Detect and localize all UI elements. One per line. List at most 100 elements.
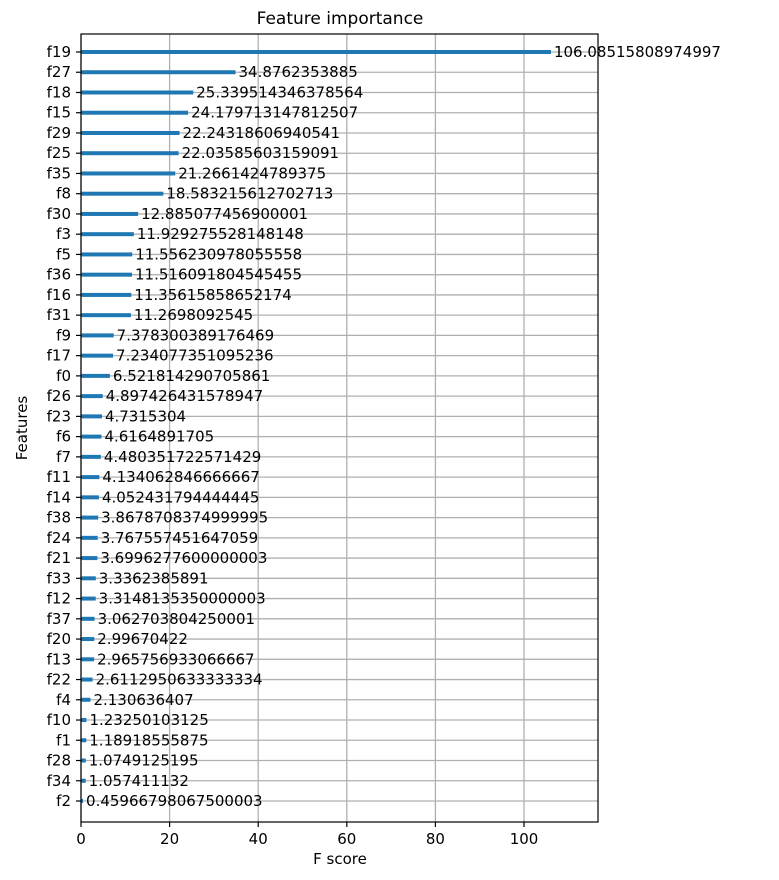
y-tick-label-f3: f3 [56, 225, 71, 243]
x-tick-label: 60 [337, 830, 356, 848]
data-label-f30: 12.885077456900001 [141, 205, 308, 223]
bar-f2 [81, 799, 84, 803]
bar-f35 [81, 171, 176, 176]
data-label-f2: 0.45966798067500003 [86, 792, 263, 810]
y-tick-label-f33: f33 [47, 569, 71, 587]
data-label-f4: 2.130636407 [93, 691, 193, 709]
y-tick-label-f16: f16 [47, 286, 71, 304]
data-label-f14: 4.052431794444445 [102, 488, 259, 506]
y-tick-label-f6: f6 [56, 428, 71, 446]
bar-f17 [81, 353, 114, 358]
data-label-f28: 1.0749125195 [89, 752, 199, 770]
bar-f38 [81, 515, 99, 520]
plot-frame [80, 33, 599, 823]
data-label-f7: 4.480351722571429 [104, 448, 261, 466]
data-label-f20: 2.99670422 [97, 630, 188, 648]
y-tick-label-f19: f19 [47, 43, 71, 61]
bar-f15 [81, 110, 189, 115]
data-label-f6: 4.6164891705 [104, 428, 214, 446]
bars [81, 50, 551, 803]
y-tick-label-f29: f29 [47, 124, 71, 142]
data-label-f19: 106.08515808974997 [554, 43, 721, 61]
y-tick-label-f11: f11 [47, 468, 71, 486]
chart-title: Feature importance [257, 9, 424, 29]
data-label-f15: 24.179713147812507 [191, 104, 358, 122]
bar-f5 [81, 252, 133, 257]
y-tick-label-f26: f26 [47, 387, 71, 405]
y-tick-label-f8: f8 [56, 185, 71, 203]
bar-f10 [81, 718, 87, 723]
y-tick-label-f10: f10 [47, 711, 71, 729]
y-tick-label-f0: f0 [56, 367, 71, 385]
bar-f3 [81, 232, 134, 237]
data-label-f13: 2.965756933066667 [97, 650, 254, 668]
data-label-f26: 4.897426431578947 [106, 387, 263, 405]
bar-f0 [81, 373, 110, 378]
bar-f24 [81, 535, 98, 540]
bar-f28 [81, 758, 86, 763]
y-tick-label-f28: f28 [47, 752, 71, 770]
data-label-f9: 7.378300389176469 [117, 326, 274, 344]
data-label-f34: 1.057411132 [89, 772, 189, 790]
bar-f11 [81, 475, 100, 480]
y-tick-label-f37: f37 [47, 610, 71, 628]
bar-f20 [81, 637, 95, 642]
bar-f29 [81, 130, 180, 135]
bar-f36 [81, 272, 133, 277]
data-label-f36: 11.516091804545455 [135, 266, 302, 284]
y-tick-label-f22: f22 [47, 671, 71, 689]
y-axis-label: Features [13, 396, 31, 461]
y-tick-label-f35: f35 [47, 164, 71, 182]
y-tick-label-f9: f9 [56, 326, 71, 344]
y-tick-label-f21: f21 [47, 549, 71, 567]
x-tick-label: 100 [510, 830, 539, 848]
data-label-f10: 1.23250103125 [89, 711, 208, 729]
y-tick-label-f38: f38 [47, 509, 71, 527]
bar-f27 [81, 70, 236, 75]
bar-f26 [81, 394, 103, 399]
y-tick-label-f17: f17 [47, 347, 71, 365]
data-label-f29: 22.24318606940541 [183, 124, 340, 142]
y-tick-label-f5: f5 [56, 245, 71, 263]
data-label-f27: 34.8762353885 [239, 63, 358, 81]
data-label-f35: 21.2661424789375 [178, 164, 326, 182]
data-label-f31: 11.2698092545 [134, 306, 253, 324]
bar-f37 [81, 616, 95, 621]
data-label-f11: 4.134062846666667 [102, 468, 259, 486]
data-label-f16: 11.35615858652174 [134, 286, 291, 304]
bar-f12 [81, 596, 96, 601]
x-tick-label: 80 [426, 830, 445, 848]
data-labels: 106.08515808974997 34.8762353885 25.339514… [86, 43, 721, 810]
x-tick-label: 0 [76, 830, 86, 848]
bar-f1 [81, 738, 87, 743]
bar-f23 [81, 414, 102, 419]
data-label-f33: 3.3362385891 [99, 569, 209, 587]
y-tick-label-f18: f18 [47, 83, 71, 101]
x-tick-label: 40 [249, 830, 268, 848]
bar-f8 [81, 191, 164, 196]
bar-f6 [81, 434, 102, 439]
bar-f21 [81, 556, 98, 561]
x-axis-label: F score [313, 850, 367, 868]
data-label-f0: 6.521814290705861 [113, 367, 270, 385]
data-label-f38: 3.8678708374999995 [101, 509, 268, 527]
y-axis-ticks: f19 f27 f18 f15 f29 f25 f35 f8 f30 f3 f5 f36 f16 f31 f… [47, 43, 81, 810]
data-label-f22: 2.6112950633333334 [96, 671, 263, 689]
data-label-f1: 1.18918555875 [89, 731, 208, 749]
bar-f34 [81, 778, 86, 783]
bar-f7 [81, 454, 101, 459]
y-tick-label-f15: f15 [47, 104, 71, 122]
y-tick-label-f20: f20 [47, 630, 71, 648]
bar-f18 [81, 90, 194, 95]
y-tick-label-f7: f7 [56, 448, 71, 466]
bar-f30 [81, 211, 139, 216]
data-label-f17: 7.234077351095236 [116, 347, 273, 365]
data-label-f25: 22.03585603159091 [182, 144, 339, 162]
y-tick-label-f27: f27 [47, 63, 71, 81]
y-tick-label-f12: f12 [47, 590, 71, 608]
bar-f25 [81, 151, 179, 156]
bar-f14 [81, 495, 99, 500]
data-label-f3: 11.929275528148148 [137, 225, 304, 243]
data-label-f18: 25.339514346378564 [196, 83, 363, 101]
